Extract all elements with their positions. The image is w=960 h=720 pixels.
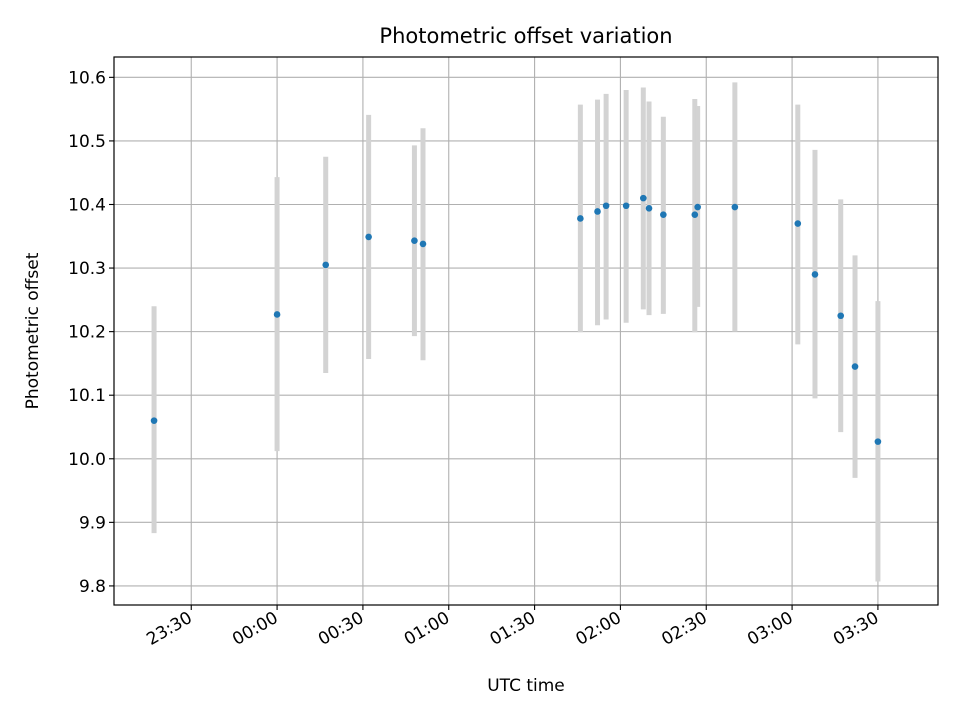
y-axis-ticks: 9.8 9.9 10.0 10.1 10.2 10.3 10.4 10.5 10.6 [68,68,114,597]
data-point [640,194,647,202]
y-tick-label: 9.9 [79,513,106,533]
chart-title: Photometric offset variation [379,24,672,48]
data-point [794,220,802,227]
plot-frame [113,56,939,606]
data-point [874,438,882,445]
data-point [645,205,653,212]
data-point [694,203,701,211]
data-point [851,363,859,370]
data-point [419,240,427,248]
data-point [691,211,699,218]
data-point [365,233,372,241]
data-point [602,202,610,210]
data-point [150,417,158,424]
data-point [622,202,630,210]
data-point [322,261,330,269]
data-point [731,203,739,211]
y-axis-label: Photometric offset [23,252,43,409]
data-point [411,237,418,245]
y-tick-label: 10.5 [68,132,106,152]
y-tick-label: 9.8 [79,577,106,597]
x-axis-label: UTC time [487,676,565,696]
y-tick-label: 10.6 [68,68,106,88]
data-point [837,312,845,320]
y-tick-label: 10.3 [68,259,106,279]
grid [114,57,938,605]
data-points [150,194,882,445]
y-tick-label: 10.2 [68,323,106,343]
data-point [594,208,601,215]
y-tick-label: 10.0 [68,450,106,470]
y-tick-label: 10.4 [68,195,106,215]
data-point [273,311,281,318]
data-point [811,271,819,278]
y-tick-label: 10.1 [68,386,106,406]
data-point [660,211,667,218]
data-point [577,215,584,222]
